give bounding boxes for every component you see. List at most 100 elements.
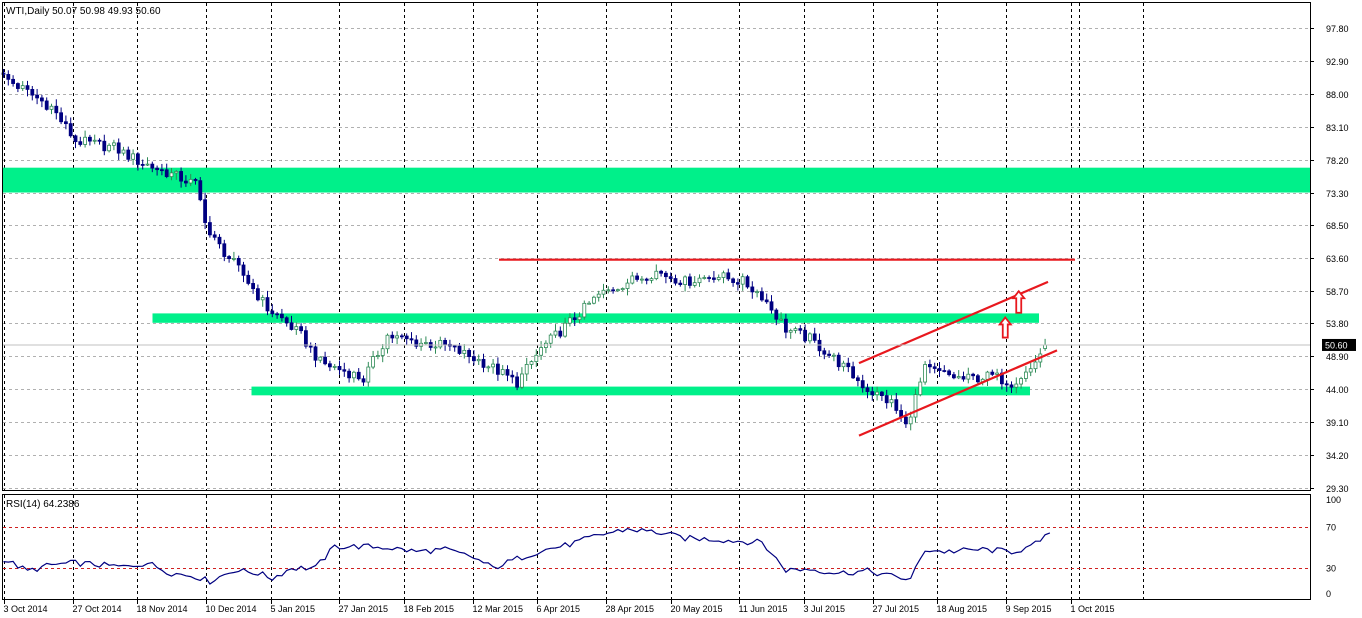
candle xyxy=(995,368,999,381)
candle xyxy=(59,107,63,125)
candle-body xyxy=(241,264,246,276)
candle xyxy=(625,278,630,296)
candle xyxy=(231,251,236,262)
candle-body xyxy=(121,149,126,154)
candle xyxy=(654,264,659,281)
candle-body xyxy=(1024,371,1028,379)
candle-body xyxy=(385,334,390,350)
y-tick-label: 97.80 xyxy=(1326,24,1349,34)
candle xyxy=(112,139,116,151)
candle xyxy=(83,130,87,148)
x-tick-label: 1 Oct 2015 xyxy=(1071,604,1115,614)
candle xyxy=(337,360,342,375)
candle-body xyxy=(894,399,899,411)
candle-body xyxy=(971,373,975,377)
candle-body xyxy=(908,416,913,425)
candle-body xyxy=(476,358,481,362)
candle xyxy=(803,324,807,344)
candle xyxy=(385,333,390,354)
candle xyxy=(937,361,942,378)
candle xyxy=(721,270,726,284)
candle-body xyxy=(1033,361,1038,370)
up-arrow-1 xyxy=(997,315,1013,339)
rsi-label: RSI(14) 64.2386 xyxy=(6,499,80,510)
candle xyxy=(284,316,289,327)
candle-body xyxy=(126,149,131,160)
candle xyxy=(11,75,16,87)
candle xyxy=(227,255,232,263)
main-grid xyxy=(3,3,1310,599)
support-zone-low xyxy=(251,386,1030,396)
y-tick-label: 53.80 xyxy=(1326,319,1349,329)
candle-body xyxy=(97,139,102,142)
candle xyxy=(572,312,577,327)
candle-body xyxy=(750,286,755,293)
candle xyxy=(947,369,951,377)
candle xyxy=(620,287,625,292)
candle-body xyxy=(390,334,395,339)
candle-body xyxy=(836,354,841,368)
candle xyxy=(841,360,846,372)
candle xyxy=(668,272,673,283)
candle xyxy=(395,331,400,345)
candle xyxy=(491,358,496,374)
candle xyxy=(126,146,131,162)
candle xyxy=(375,350,380,360)
candle-body xyxy=(726,272,731,280)
candle-body xyxy=(760,291,764,301)
candle xyxy=(846,357,851,373)
candle xyxy=(649,277,654,284)
candle xyxy=(78,136,83,147)
x-tick-label: 27 Jul 2015 xyxy=(873,604,920,614)
current-price-label: 50.60 xyxy=(1325,340,1348,350)
candle xyxy=(68,117,73,138)
candle-body xyxy=(673,278,678,284)
rsi-tick-label: 0 xyxy=(1326,589,1331,599)
candle xyxy=(1019,376,1023,389)
candle-body xyxy=(640,278,644,281)
candle-body xyxy=(923,364,927,383)
candle-body xyxy=(198,180,203,201)
candle-body xyxy=(860,380,865,389)
candle-body xyxy=(303,330,308,347)
candle-body xyxy=(520,373,524,388)
x-tick-label: 5 Jan 2015 xyxy=(271,604,316,614)
candle xyxy=(54,99,59,120)
candle xyxy=(851,361,855,379)
candle-body xyxy=(414,339,419,347)
candle xyxy=(673,274,678,286)
candle xyxy=(577,312,582,324)
candle-body xyxy=(692,282,697,286)
candle xyxy=(822,347,827,360)
candle-body xyxy=(112,142,116,146)
candle xyxy=(558,326,563,339)
candle-body xyxy=(812,333,817,341)
candle xyxy=(102,134,107,156)
candle xyxy=(774,308,779,326)
candle xyxy=(414,335,419,349)
candle-body xyxy=(913,394,918,418)
candle-body xyxy=(88,136,92,142)
candle-body xyxy=(793,328,798,331)
candle-body xyxy=(289,322,294,330)
candle-body xyxy=(212,234,217,238)
candle xyxy=(15,82,20,93)
candle-body xyxy=(928,364,932,368)
candle xyxy=(601,283,606,299)
candle-body xyxy=(558,330,563,337)
candle-body xyxy=(438,340,443,348)
y-tick-label: 39.10 xyxy=(1326,418,1349,428)
candle xyxy=(399,333,404,340)
x-tick-label: 10 Dec 2014 xyxy=(206,604,257,614)
x-tick-label: 18 Aug 2015 xyxy=(937,604,988,614)
candle-body xyxy=(395,335,400,339)
candle-body xyxy=(92,139,97,142)
candle xyxy=(361,375,366,386)
candle-body xyxy=(947,370,951,376)
candle xyxy=(433,340,438,354)
candle-body xyxy=(457,345,462,354)
x-tick-label: 28 Apr 2015 xyxy=(606,604,655,614)
candle-body xyxy=(539,347,543,356)
